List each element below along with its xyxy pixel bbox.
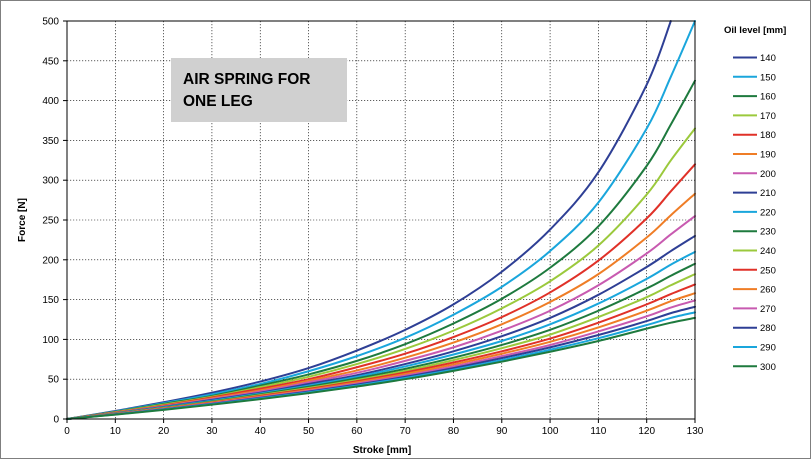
legend-label-210: 210: [760, 188, 776, 199]
legend-label-290: 290: [760, 343, 776, 354]
x-tick-label: 80: [448, 426, 460, 437]
legend: Oil level [mm] 140 150 160 170 180 190 200 210 2…: [724, 25, 786, 373]
y-tick-label: 150: [42, 295, 59, 306]
legend-label-280: 280: [760, 323, 776, 334]
legend-label-250: 250: [760, 265, 776, 276]
x-tick-label: 0: [64, 426, 70, 437]
x-tick-label: 30: [206, 426, 218, 437]
tick-labels: 0 10 20 30 40 50 60 70 80 90 100 110 120 130 0 50 100 150…: [42, 17, 703, 438]
x-tick-label: 20: [158, 426, 170, 437]
y-tick-label: 200: [42, 255, 59, 266]
legend-items: 140 150 160 170 180 190 200 210 220 230 240 250 260 2…: [733, 53, 776, 373]
legend-label-170: 170: [760, 111, 776, 122]
x-tick-label: 70: [400, 426, 412, 437]
y-tick-label: 100: [42, 335, 59, 346]
legend-label-190: 190: [760, 150, 776, 161]
x-tick-label: 10: [110, 426, 122, 437]
x-tick-label: 110: [590, 426, 606, 437]
series-lines: [66, 20, 696, 420]
annotation-box: AIR SPRING FOR ONE LEG: [171, 58, 347, 122]
y-tick-label: 250: [42, 216, 59, 227]
legend-title: Oil level [mm]: [724, 25, 786, 36]
y-tick-label: 450: [42, 56, 59, 67]
legend-label-160: 160: [760, 92, 776, 103]
y-tick-label: 300: [42, 176, 59, 187]
legend-label-220: 220: [760, 207, 776, 218]
x-tick-label: 40: [255, 426, 267, 437]
legend-label-140: 140: [760, 53, 776, 64]
y-axis-label: Force [N]: [17, 198, 28, 242]
series-line-300: [66, 316, 696, 420]
x-axis-label: Stroke [mm]: [353, 445, 411, 456]
y-tick-label: 50: [48, 375, 60, 386]
legend-label-180: 180: [760, 130, 776, 141]
x-tick-label: 60: [351, 426, 363, 437]
series-line-150: [66, 20, 696, 420]
legend-label-260: 260: [760, 285, 776, 296]
x-tick-label: 120: [638, 426, 655, 437]
x-tick-label: 130: [687, 426, 704, 437]
legend-label-150: 150: [760, 72, 776, 83]
x-tick-label: 90: [496, 426, 508, 437]
annotation-line-1: AIR SPRING FOR: [183, 71, 310, 88]
x-tick-label: 100: [542, 426, 559, 437]
y-tick-label: 0: [53, 415, 59, 426]
legend-label-230: 230: [760, 227, 776, 238]
annotation-background: [171, 58, 347, 122]
x-tick-label: 50: [303, 426, 315, 437]
y-tick-label: 400: [42, 96, 59, 107]
legend-label-270: 270: [760, 304, 776, 315]
legend-label-200: 200: [760, 169, 776, 180]
y-tick-label: 500: [42, 17, 59, 28]
y-tick-label: 350: [42, 136, 59, 147]
legend-label-240: 240: [760, 246, 776, 257]
legend-label-300: 300: [760, 362, 776, 373]
annotation-line-2: ONE LEG: [183, 93, 253, 110]
